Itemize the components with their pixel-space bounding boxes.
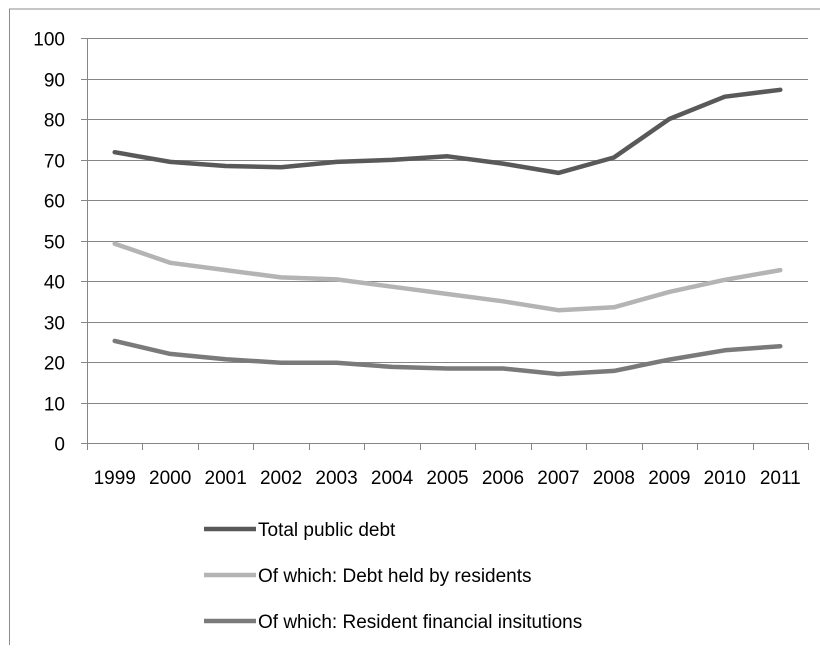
x-tick-label: 2007 — [537, 468, 579, 489]
y-tick-label: 50 — [44, 233, 65, 254]
x-tick-label: 2002 — [260, 468, 302, 489]
y-tick-label: 70 — [44, 152, 65, 173]
y-tick-labels: 0 10 20 30 40 50 60 70 80 90 100 — [33, 30, 65, 456]
axes — [9, 8, 820, 645]
x-tick-label: 2010 — [704, 468, 746, 489]
x-tick-labels: 1999 2000 2001 2002 2003 2004 2005 2006 2007 2008… — [94, 468, 801, 489]
y-tick-label: 90 — [44, 71, 65, 92]
y-tick-label: 10 — [44, 395, 65, 416]
series-line-2 — [112, 241, 783, 313]
y-tick-label: 80 — [44, 111, 65, 132]
legend-item: Total public debt — [204, 520, 396, 541]
x-tick-label: 2001 — [205, 468, 247, 489]
y-tick-label: 100 — [33, 30, 65, 51]
y-tick-label: 30 — [44, 314, 65, 335]
y-tick-label: 60 — [44, 192, 65, 213]
y-tick-label: 20 — [44, 354, 65, 375]
legend: Total public debt Of which: Debt held by … — [204, 520, 582, 633]
x-tick-label: 2003 — [315, 468, 357, 489]
x-tick-label: 2011 — [760, 468, 801, 489]
x-tick-label: 2000 — [149, 468, 191, 489]
legend-label: Of which: Debt held by residents — [258, 566, 532, 587]
legend-label: Of which: Resident financial insitutions — [258, 612, 582, 633]
x-tick-label: 2006 — [482, 468, 524, 489]
y-tick-label: 0 — [54, 435, 65, 456]
gridlines — [87, 38, 808, 404]
legend-item: Of which: Resident financial insitutions — [204, 612, 582, 633]
x-tick-label: 2009 — [648, 468, 690, 489]
series-line-1 — [112, 87, 783, 176]
x-tick-label: 2004 — [371, 468, 414, 489]
series-lines — [112, 87, 783, 377]
x-tick-label: 2008 — [593, 468, 635, 489]
x-tick-label: 1999 — [94, 468, 136, 489]
legend-item: Of which: Debt held by residents — [204, 566, 532, 587]
y-tick-label: 40 — [44, 273, 65, 294]
legend-label: Total public debt — [258, 520, 396, 541]
x-tick-label: 2005 — [426, 468, 468, 489]
series-line-3 — [112, 338, 783, 377]
